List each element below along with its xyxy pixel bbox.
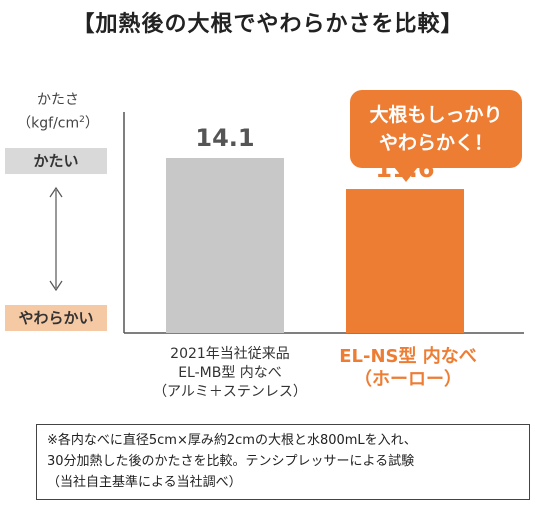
callout-line-1: 大根もしっかり <box>369 104 503 126</box>
y-axis-unit: （kgf/cm2） <box>17 115 99 132</box>
category-label-conventional: 2021年当社従来品 EL-MB型 内なべ （アルミ＋ステンレス） <box>153 346 307 400</box>
footnote-line-2: 30分加熱した後のかたさを比較。テンシプレッサーによる試験 <box>47 454 415 469</box>
bar-conventional <box>166 158 284 333</box>
footnote-line-1: ※各内なべに直径5cm×厚み約2cmの大根と水800mLを入れ、 <box>47 433 417 448</box>
y-axis-label: かたさ （kgf/cm2） <box>8 90 108 134</box>
chart-title: 【加熱後の大根でやわらかさを比較】 <box>72 12 464 37</box>
bar-new <box>346 189 464 333</box>
bar-value-conventional: 14.1 <box>195 124 254 152</box>
y-axis-name: かたさ <box>37 92 79 108</box>
scale-arrow-down-icon <box>49 280 63 292</box>
category-label-new: EL-NS型 内なべ （ホーロー） <box>339 346 477 390</box>
hard-tag: かたい <box>5 148 107 174</box>
callout-bubble: 大根もしっかり やわらかく！ <box>350 90 522 182</box>
soft-tag: やわらかい <box>5 305 107 331</box>
callout-line-2: やわらかく！ <box>378 132 493 154</box>
scale-arrow-up-icon <box>49 186 63 198</box>
footnote-line-3: （当社自主基準による当社調べ） <box>47 475 242 490</box>
footnote-box: ※各内なべに直径5cm×厚み約2cmの大根と水800mLを入れ、 30分加熱した… <box>36 424 530 500</box>
